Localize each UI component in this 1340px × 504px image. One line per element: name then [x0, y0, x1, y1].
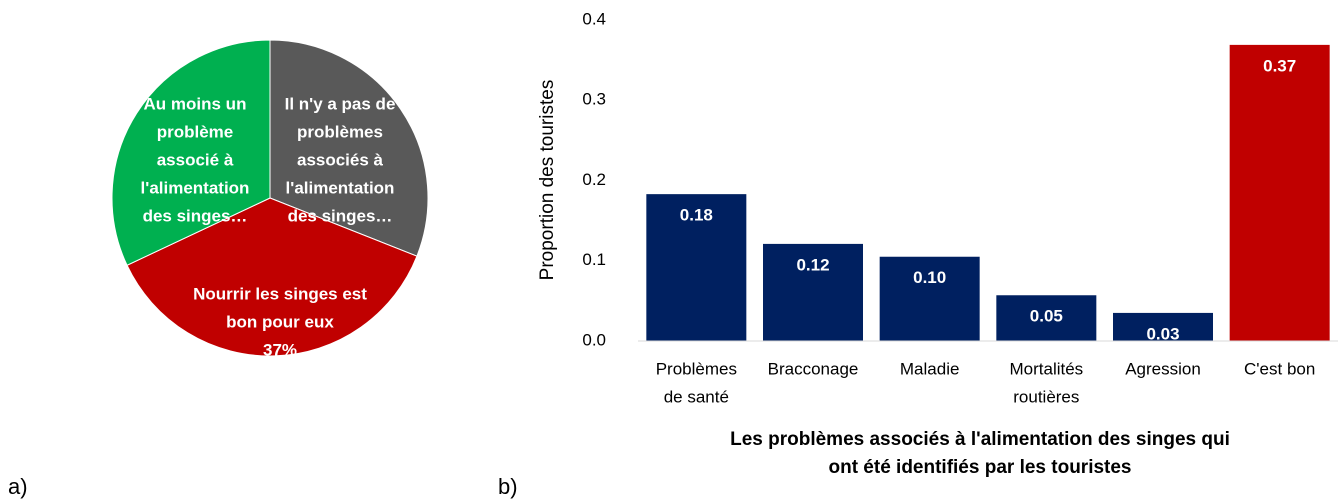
y-axis-title: Proportion des touristes	[537, 80, 558, 281]
x-tick-label: Problèmes	[656, 359, 737, 378]
bar	[1113, 312, 1213, 341]
y-tick-label: 0.0	[582, 330, 606, 349]
slice-label: l'alimentation	[286, 178, 395, 197]
value-label: 0.37	[1263, 56, 1296, 75]
y-tick-label: 0.4	[582, 9, 606, 28]
slice-label: Au moins un	[144, 94, 247, 113]
x-tick-label: de santé	[664, 387, 729, 406]
bar	[646, 194, 747, 341]
value-label: 0.12	[796, 255, 829, 274]
x-axis-title: Les problèmes associés à l'alimentation …	[730, 429, 1230, 450]
slice-label: associés à	[297, 150, 384, 169]
value-label: 0.18	[680, 206, 713, 225]
y-tick-label: 0.1	[582, 250, 606, 269]
x-tick-label: Maladie	[900, 359, 960, 378]
pie-slice	[269, 39, 429, 257]
value-label: 37%	[263, 340, 297, 359]
x-tick-label: routières	[1013, 387, 1079, 406]
slice-label: des singes…	[288, 206, 393, 225]
slice-label: Il n'y a pas de	[285, 94, 396, 113]
y-tick-label: 0.2	[582, 170, 606, 189]
bar	[879, 256, 980, 341]
x-tick-label: Agression	[1125, 359, 1201, 378]
y-tick-label: 0.3	[582, 90, 606, 109]
value-label: 0.05	[1030, 307, 1063, 326]
value-label: 0.03	[1146, 324, 1179, 343]
panel-label: b)	[498, 474, 518, 499]
slice-label: associé à	[157, 150, 234, 169]
x-tick-label: Bracconage	[768, 359, 859, 378]
bar	[996, 295, 1097, 341]
slice-label: Nourrir les singes est	[193, 284, 367, 303]
slice-label: problèmes	[297, 122, 383, 141]
value-label: 0.10	[913, 268, 946, 287]
bar	[763, 243, 863, 341]
pie-slice	[126, 197, 418, 357]
slice-label: l'alimentation	[141, 178, 250, 197]
slice-label: bon pour eux	[226, 312, 334, 331]
bar	[1229, 44, 1330, 341]
panel-label: a)	[8, 474, 28, 499]
x-axis-title: ont été identifiés par les touristes	[828, 457, 1131, 478]
pie-slice	[111, 39, 271, 266]
slice-label: des singes…	[143, 206, 248, 225]
slice-label: problème	[157, 122, 234, 141]
x-tick-label: C'est bon	[1244, 359, 1315, 378]
x-tick-label: Mortalités	[1009, 359, 1083, 378]
